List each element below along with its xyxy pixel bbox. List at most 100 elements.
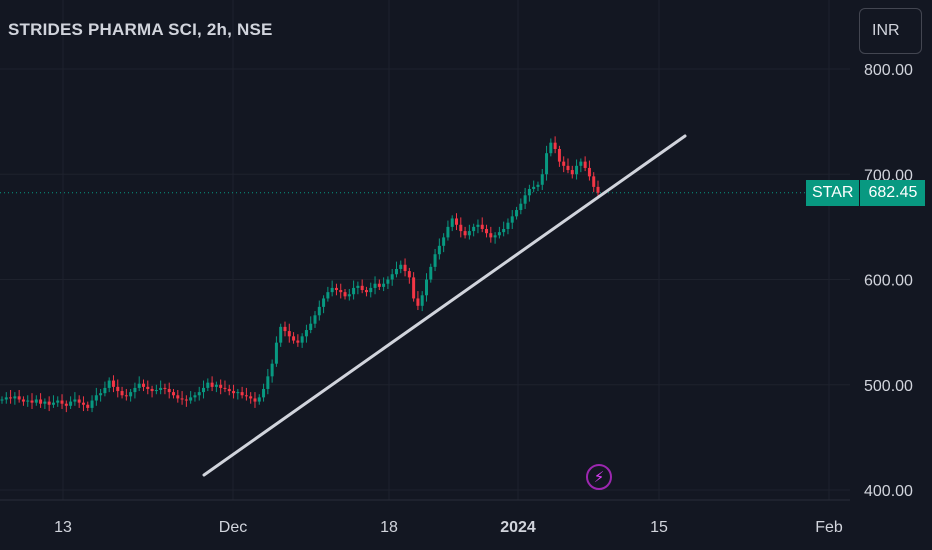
candle-body xyxy=(502,228,506,233)
candle-body xyxy=(536,184,540,187)
candle-body xyxy=(210,382,214,387)
candle-body xyxy=(163,387,167,389)
candle-body xyxy=(360,285,364,291)
candle-body xyxy=(232,391,236,394)
candle-body xyxy=(527,188,531,196)
candle-body xyxy=(463,231,467,236)
candle-body xyxy=(334,287,338,291)
candle-body xyxy=(377,283,381,287)
candle-body xyxy=(219,384,223,388)
candle-body xyxy=(579,161,583,166)
candle-body xyxy=(283,326,287,332)
candle-body xyxy=(146,386,150,389)
candle-body xyxy=(412,277,416,299)
candle-body xyxy=(77,399,81,403)
candle-body xyxy=(141,383,145,387)
candle-body xyxy=(304,330,308,337)
candle-body xyxy=(583,161,587,168)
candle-body xyxy=(9,397,13,399)
candle-body xyxy=(111,380,115,387)
trendline[interactable] xyxy=(202,134,687,477)
candle-body xyxy=(137,383,141,388)
lightning-icon[interactable]: ⚡ xyxy=(586,464,612,490)
candle-body xyxy=(352,287,356,295)
candle-body xyxy=(253,398,257,402)
candle-body xyxy=(227,388,231,392)
currency-button[interactable]: INR xyxy=(859,8,922,54)
y-tick-label: 600.00 xyxy=(864,273,913,290)
candle-body xyxy=(176,395,180,399)
chart-title: STRIDES PHARMA SCI, 2h, NSE xyxy=(8,20,273,39)
candle-body xyxy=(60,400,64,404)
candle-body xyxy=(236,392,240,394)
candle-body xyxy=(493,235,497,238)
candle-body xyxy=(364,290,368,293)
candle-body xyxy=(107,380,111,388)
candle-body xyxy=(587,167,591,177)
candle-body xyxy=(197,392,201,396)
candle-body xyxy=(26,400,30,402)
y-tick-label: 500.00 xyxy=(864,378,913,395)
candle-body xyxy=(103,387,107,394)
candle-body xyxy=(566,165,570,171)
candle-body xyxy=(489,233,493,238)
candle-body xyxy=(557,148,561,162)
current-price-tag: STAR 682.45 xyxy=(806,180,926,206)
candle-body xyxy=(184,399,188,401)
candle-body xyxy=(13,396,17,399)
candle-body xyxy=(296,340,300,343)
candle-body xyxy=(322,298,326,307)
candle-body xyxy=(206,382,210,388)
candle-body xyxy=(326,292,330,299)
candle-body xyxy=(485,228,489,234)
candle-body xyxy=(390,274,394,280)
candle-body xyxy=(386,279,390,284)
candle-body xyxy=(416,298,420,306)
candle-body xyxy=(399,264,403,269)
candle-body xyxy=(154,390,158,392)
candle-body xyxy=(94,395,98,401)
candle-body xyxy=(47,401,51,405)
candle-body xyxy=(472,226,476,232)
candle-body xyxy=(347,294,351,297)
candle-body xyxy=(223,387,227,389)
candle-body xyxy=(266,376,270,389)
candle-body xyxy=(382,283,386,287)
candle-body xyxy=(270,363,274,377)
candle-body xyxy=(343,292,347,297)
candle-body xyxy=(437,245,441,255)
candle-body xyxy=(369,287,373,293)
candles-group xyxy=(0,136,600,413)
candle-body xyxy=(519,203,523,211)
candle-body xyxy=(287,331,291,337)
x-tick-label: 2024 xyxy=(500,519,536,536)
candle-body xyxy=(214,384,218,387)
candle-body xyxy=(540,174,544,185)
candle-body xyxy=(81,402,85,405)
candle-body xyxy=(515,210,519,217)
candle-body xyxy=(17,396,21,400)
candle-body xyxy=(373,283,377,288)
candle-body xyxy=(64,403,68,406)
candle-body xyxy=(596,186,600,193)
candle-body xyxy=(189,397,193,401)
candle-body xyxy=(4,397,8,400)
candle-body xyxy=(420,295,424,306)
candle-body xyxy=(193,395,197,398)
symbol-label: STAR xyxy=(806,180,860,206)
candle-body xyxy=(202,387,206,393)
y-tick-label: 400.00 xyxy=(864,483,913,500)
candle-body xyxy=(249,396,253,399)
candle-body xyxy=(450,218,454,227)
candle-body xyxy=(279,326,283,343)
candle-body xyxy=(313,315,317,324)
candle-body xyxy=(446,226,450,238)
candle-body xyxy=(90,400,94,408)
candle-body xyxy=(562,161,566,166)
candle-body xyxy=(592,176,596,187)
candle-body xyxy=(262,388,266,398)
candle-body xyxy=(292,336,296,341)
candle-body xyxy=(442,237,446,246)
